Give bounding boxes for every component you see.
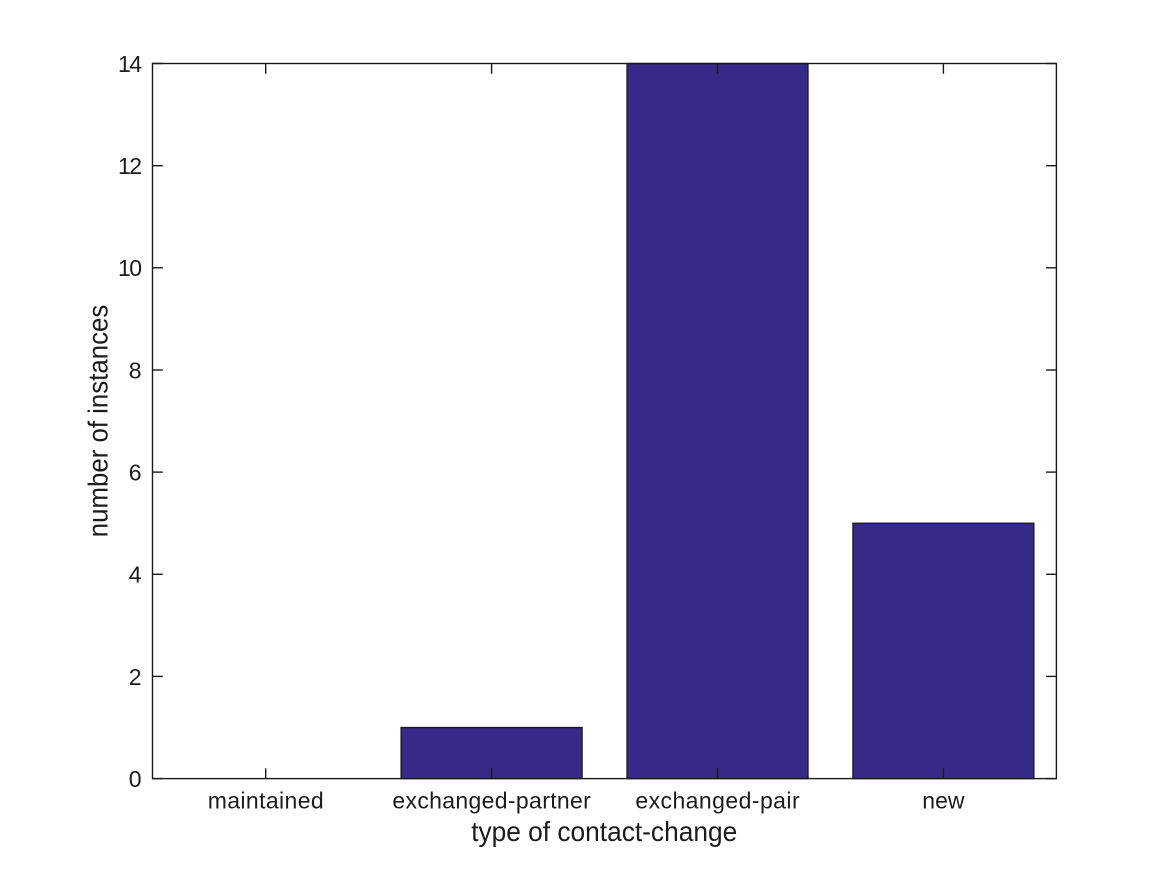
svg-text:6: 6: [129, 460, 142, 486]
svg-text:number of instances: number of instances: [83, 305, 114, 538]
svg-text:8: 8: [129, 357, 142, 383]
svg-text:type of contact-change: type of contact-change: [471, 816, 737, 847]
svg-text:4: 4: [129, 562, 142, 588]
svg-text:new: new: [922, 787, 965, 813]
svg-text:0: 0: [129, 766, 142, 792]
svg-text:exchanged-pair: exchanged-pair: [635, 787, 800, 813]
svg-text:12: 12: [118, 153, 142, 179]
svg-text:maintained: maintained: [208, 787, 324, 813]
svg-text:10: 10: [118, 255, 142, 281]
svg-text:2: 2: [129, 664, 142, 690]
svg-text:exchanged-partner: exchanged-partner: [392, 787, 591, 813]
svg-text:14: 14: [118, 51, 142, 77]
